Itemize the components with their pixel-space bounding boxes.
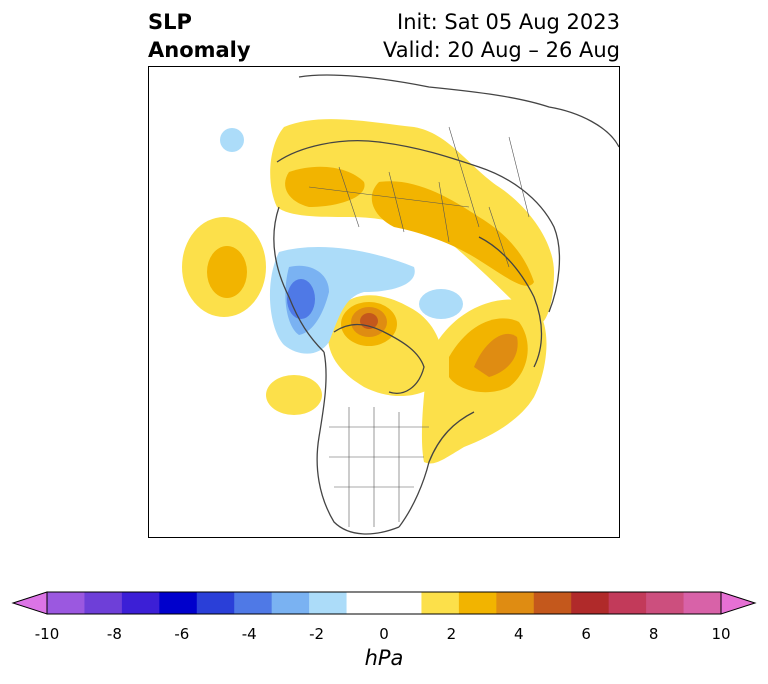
colorbar-cells: [47, 592, 722, 614]
colorbar-cell: [271, 592, 310, 614]
colorbar-cell: [47, 592, 85, 614]
colorbar-cell: [533, 592, 572, 614]
colorbar-cell: [346, 592, 385, 614]
colorbar-tick-label: 2: [446, 625, 457, 643]
colorbar-cell: [646, 592, 685, 614]
colorbar-cell: [159, 592, 198, 614]
title-line-1: SLP: [148, 10, 192, 34]
colorbar-cell: [608, 592, 647, 614]
colorbar-cell: [421, 592, 460, 614]
map-canvas: [182, 74, 619, 535]
anomaly-fills: [182, 119, 554, 464]
colorbar-tick-label: -2: [309, 625, 325, 643]
coastlines: [273, 74, 619, 535]
colorbar-cell: [234, 592, 273, 614]
colorbar-tick-label: 4: [514, 625, 524, 643]
anomaly-map: [148, 66, 620, 538]
colorbar-cell: [496, 592, 535, 614]
positive-anomaly-eurasia-core: [371, 181, 534, 286]
colorbar-cell: [458, 592, 497, 614]
negative-anomaly-siberia: [419, 289, 463, 319]
colorbar-outline: [46, 591, 722, 615]
colorbar-cell: [683, 592, 722, 614]
colorbar-extend-left: [11, 591, 48, 615]
colorbar-cell: [571, 592, 610, 614]
positive-anomaly-north-atlantic-max: [474, 333, 518, 377]
positive-anomaly-north-pacific-core: [207, 246, 247, 298]
colorbar-extend-right: [720, 591, 757, 615]
positive-anomaly-bering: [266, 375, 322, 415]
colorbar-tick-label: -6: [174, 625, 190, 643]
colorbar-cell: [121, 592, 160, 614]
borders: [308, 126, 530, 527]
negative-anomaly-alaska-max: [287, 279, 315, 319]
colorbar-tick-label: -4: [241, 625, 257, 643]
init-date: Init: Sat 05 Aug 2023: [397, 10, 620, 34]
colorbar-tick-label: 10: [711, 625, 731, 643]
colorbar-tick-label: 0: [379, 625, 389, 643]
title-line-2: Anomaly: [148, 38, 251, 62]
negative-anomaly-north: [220, 128, 244, 152]
colorbar-cell: [196, 592, 235, 614]
colorbar-cell: [384, 592, 422, 614]
map-title: SLP Anomaly: [148, 8, 251, 64]
valid-range: Valid: 20 Aug – 26 Aug: [382, 38, 620, 62]
colorbar-tick-label: -8: [106, 625, 122, 643]
colorbar-cell: [309, 592, 348, 614]
colorbar-tick-label: 6: [581, 625, 591, 643]
date-info: Init: Sat 05 Aug 2023 Valid: 20 Aug – 26…: [383, 8, 620, 64]
positive-anomaly-siberia-n: [285, 166, 365, 207]
colorbar-tick-label: -10: [34, 625, 60, 643]
colorbar-tick-label: 8: [648, 625, 659, 643]
colorbar-unit: hPa: [364, 646, 404, 670]
colorbar: [11, 591, 757, 615]
colorbar-cell: [84, 592, 123, 614]
